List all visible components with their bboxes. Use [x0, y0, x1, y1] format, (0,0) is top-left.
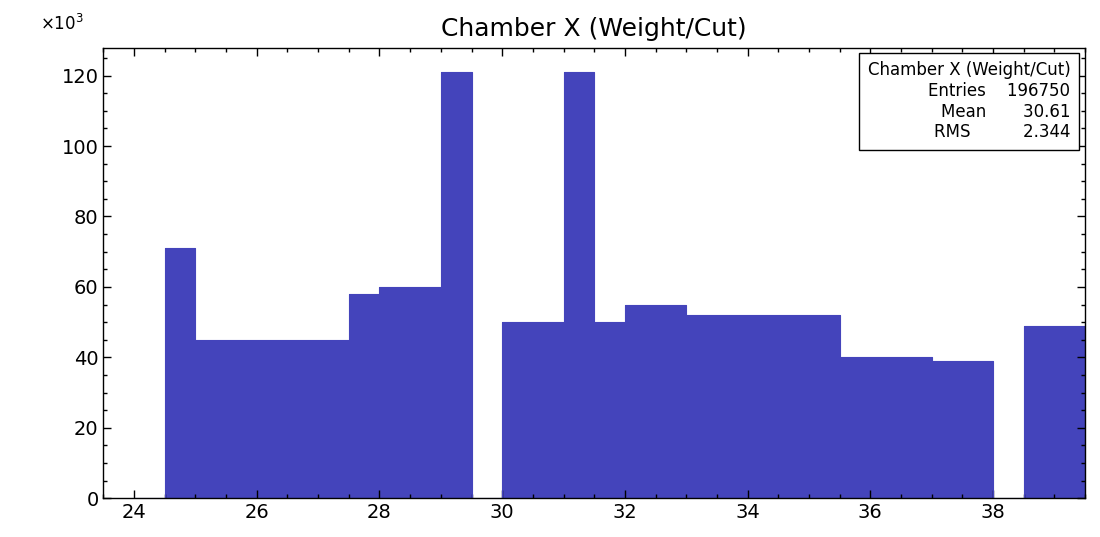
- Title: Chamber X (Weight/Cut): Chamber X (Weight/Cut): [441, 17, 747, 41]
- Text: Chamber X (Weight/Cut)
Entries    196750
Mean       30.61
RMS          2.344: Chamber X (Weight/Cut) Entries 196750 Me…: [868, 61, 1070, 141]
- Text: $\times 10^{3}$: $\times 10^{3}$: [40, 14, 84, 34]
